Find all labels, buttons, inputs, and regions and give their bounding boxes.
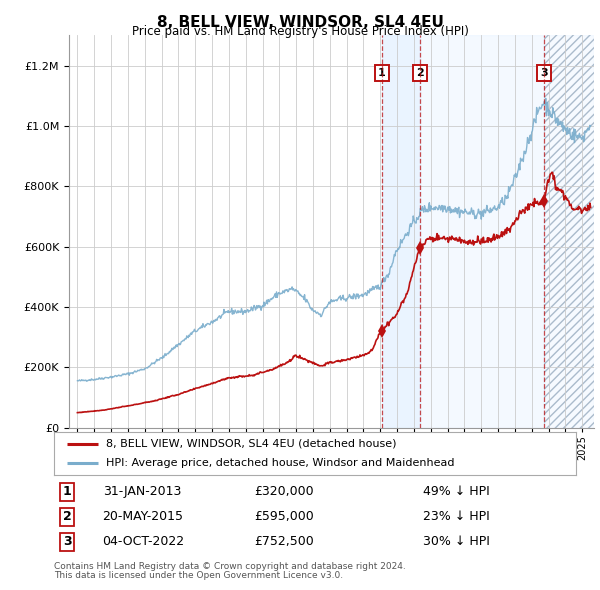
Text: 8, BELL VIEW, WINDSOR, SL4 4EU (detached house): 8, BELL VIEW, WINDSOR, SL4 4EU (detached… <box>106 438 397 448</box>
Text: £752,500: £752,500 <box>254 535 314 548</box>
Text: 20-MAY-2015: 20-MAY-2015 <box>102 510 183 523</box>
Bar <box>421 35 544 428</box>
Text: 49% ↓ HPI: 49% ↓ HPI <box>422 486 490 499</box>
Bar <box>382 35 421 428</box>
Text: 3: 3 <box>63 535 71 548</box>
Text: 1: 1 <box>378 68 386 78</box>
Text: 2: 2 <box>62 510 71 523</box>
Text: 8, BELL VIEW, WINDSOR, SL4 4EU: 8, BELL VIEW, WINDSOR, SL4 4EU <box>157 15 443 30</box>
Text: 1: 1 <box>62 486 71 499</box>
Text: Contains HM Land Registry data © Crown copyright and database right 2024.: Contains HM Land Registry data © Crown c… <box>54 562 406 571</box>
Text: Price paid vs. HM Land Registry's House Price Index (HPI): Price paid vs. HM Land Registry's House … <box>131 25 469 38</box>
Text: 31-JAN-2013: 31-JAN-2013 <box>104 486 182 499</box>
Text: 04-OCT-2022: 04-OCT-2022 <box>101 535 184 548</box>
Text: HPI: Average price, detached house, Windsor and Maidenhead: HPI: Average price, detached house, Wind… <box>106 458 455 468</box>
Bar <box>544 35 594 428</box>
Bar <box>544 35 594 428</box>
Text: 3: 3 <box>541 68 548 78</box>
Text: This data is licensed under the Open Government Licence v3.0.: This data is licensed under the Open Gov… <box>54 571 343 579</box>
Text: 2: 2 <box>416 68 424 78</box>
Text: £595,000: £595,000 <box>254 510 314 523</box>
Text: £320,000: £320,000 <box>254 486 313 499</box>
Text: 30% ↓ HPI: 30% ↓ HPI <box>422 535 490 548</box>
Text: 23% ↓ HPI: 23% ↓ HPI <box>422 510 490 523</box>
